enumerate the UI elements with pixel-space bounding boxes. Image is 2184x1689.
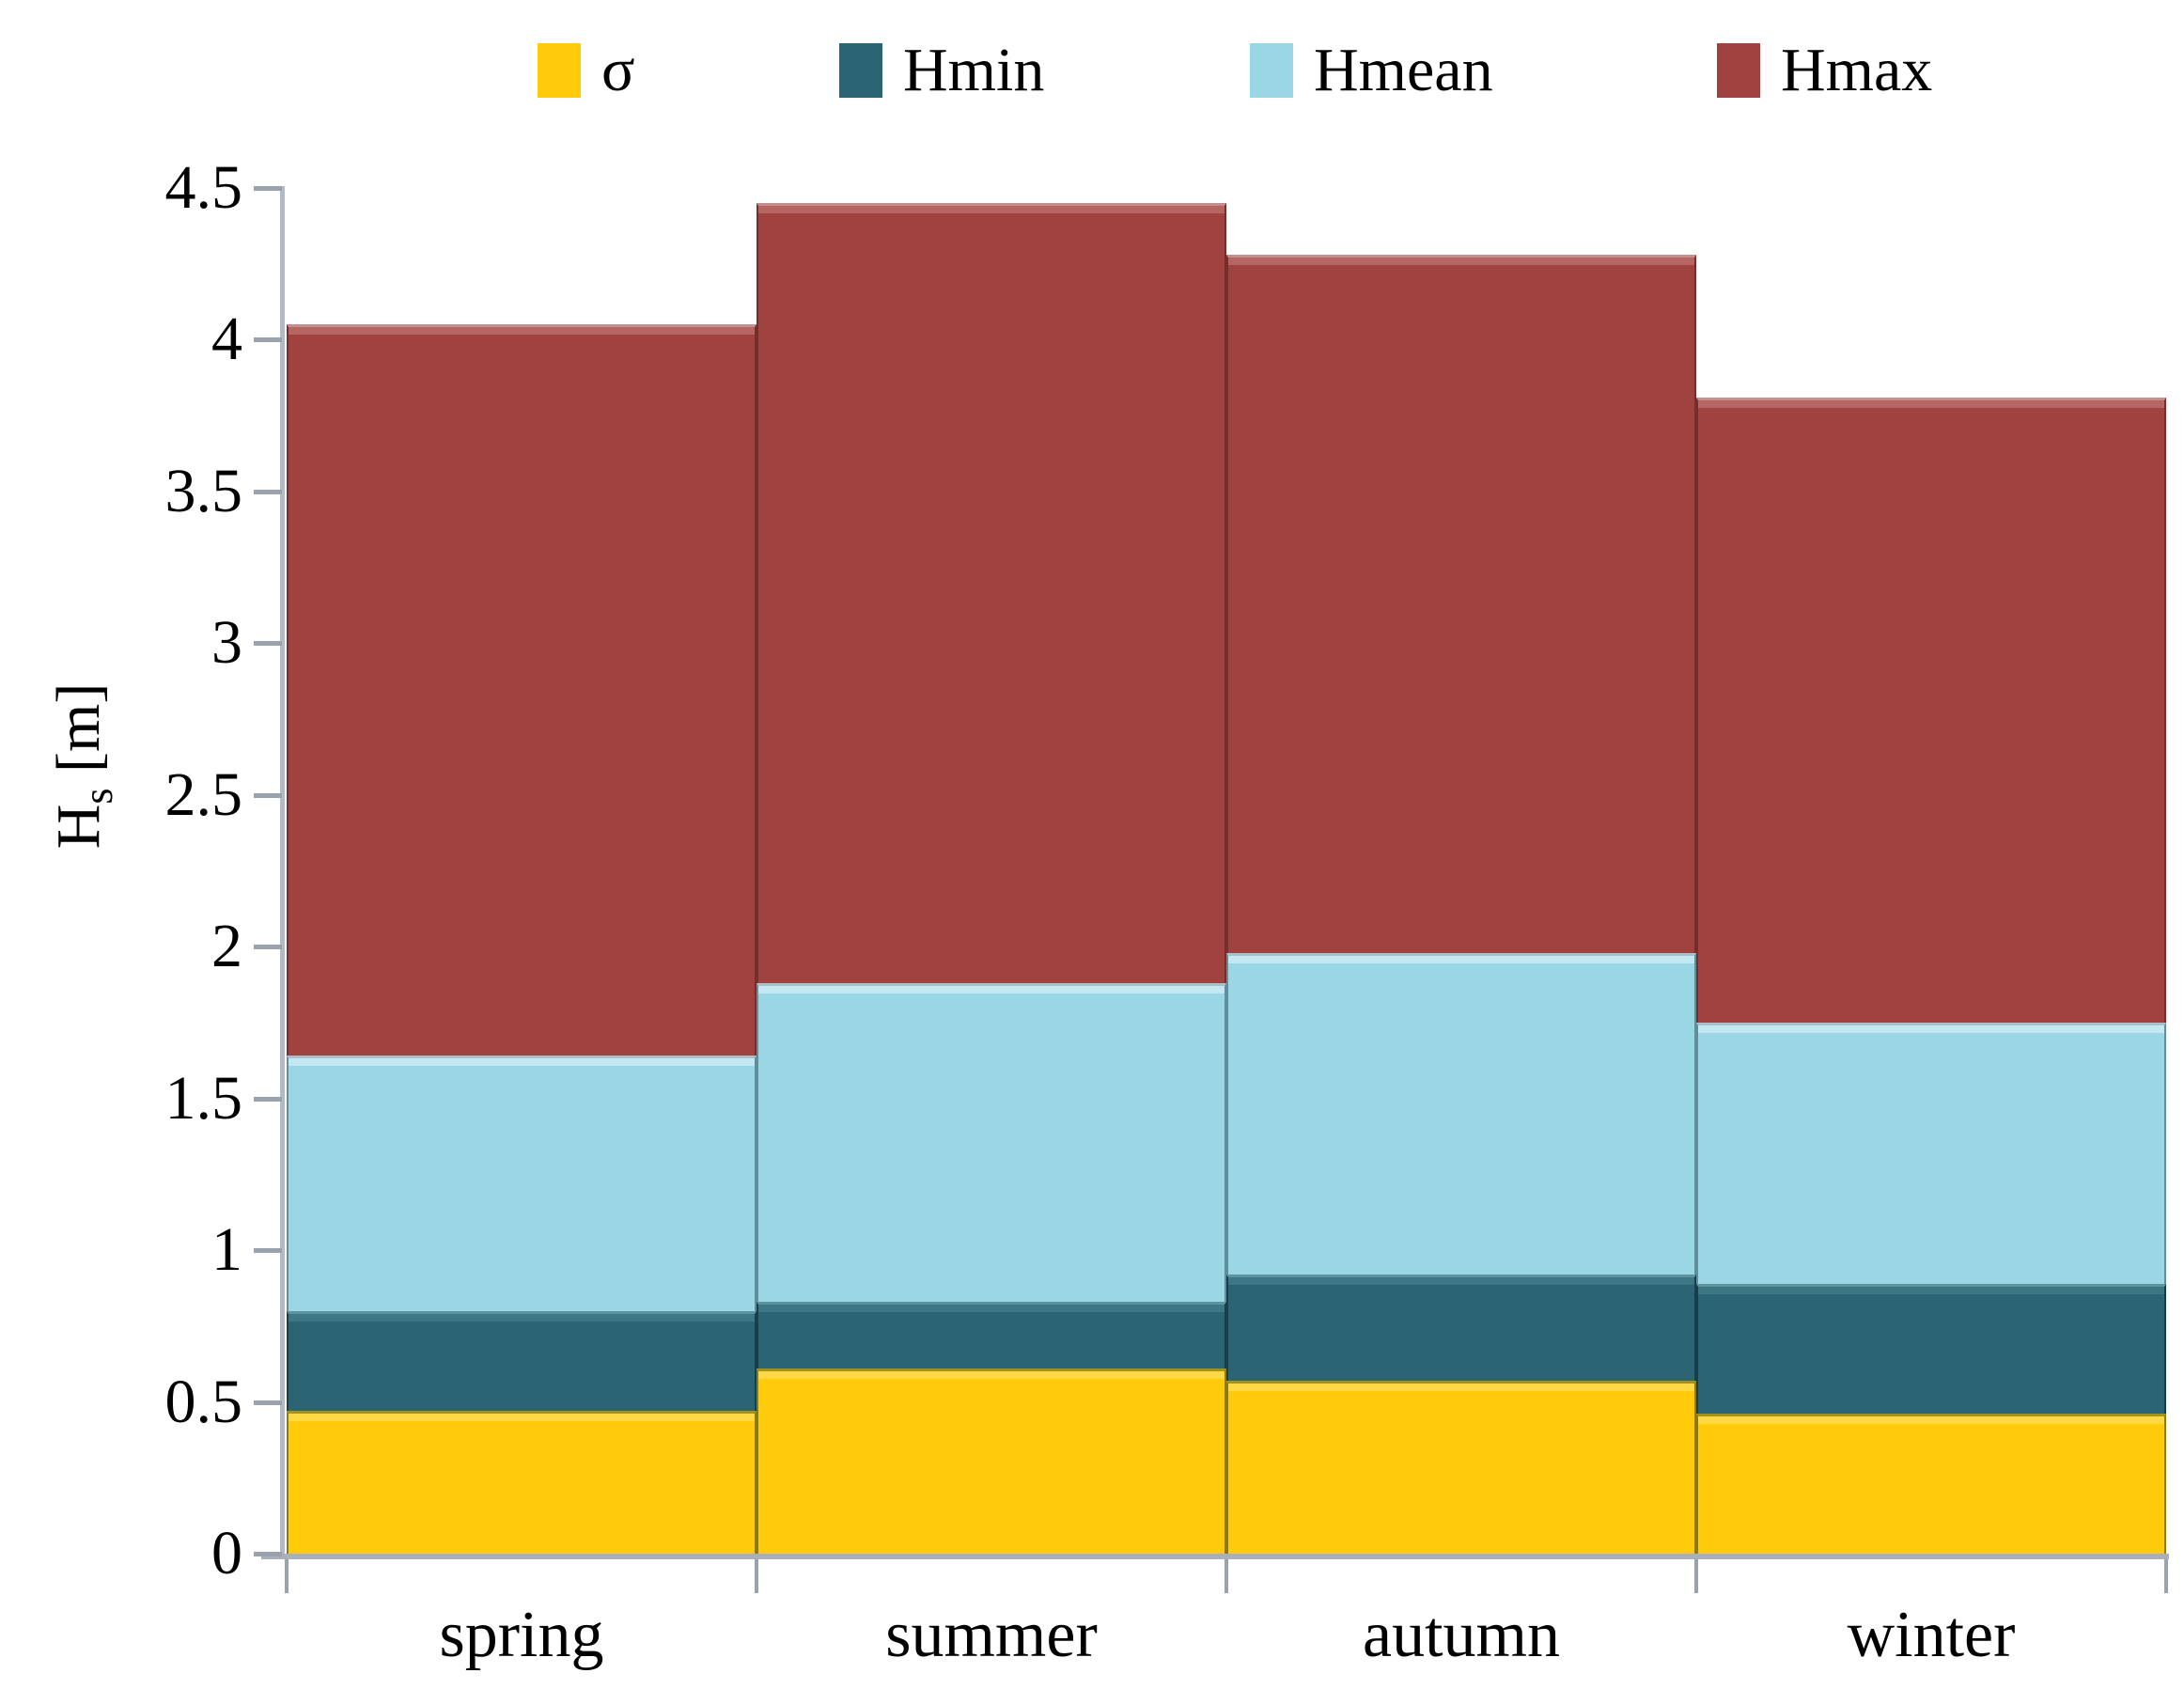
y-tick-1.5	[254, 1096, 282, 1102]
y-tick-4	[254, 337, 282, 343]
x-tick-0	[285, 1559, 289, 1593]
y-tick-label-0.5: 0.5	[164, 1367, 243, 1436]
y-tick-label-3: 3	[211, 608, 242, 678]
legend-label-hmax: Hmax	[1781, 36, 1933, 104]
bar-spring-σ	[287, 1411, 757, 1554]
x-tick-4	[2164, 1559, 2168, 1593]
y-tick-1	[254, 1248, 282, 1254]
legend-item-hmax: Hmax	[1717, 28, 1932, 113]
y-tick-label-2: 2	[211, 912, 242, 981]
legend-label-hmean: Hmean	[1314, 36, 1493, 104]
y-tick-0.5	[254, 1400, 282, 1405]
y-tick-label-1.5: 1.5	[164, 1063, 243, 1133]
legend-swatch-hmin-icon	[839, 43, 882, 98]
legend-label-sigma: σ	[601, 36, 635, 104]
x-label-spring: spring	[439, 1599, 604, 1671]
y-tick-0	[254, 1552, 282, 1556]
legend-item-hmean: Hmean	[1250, 28, 1493, 113]
x-label-summer: summer	[885, 1599, 1098, 1671]
y-tick-2.5	[254, 792, 282, 798]
bar-group-summer	[757, 188, 1226, 1554]
legend-item-sigma: σ	[538, 28, 635, 113]
y-tick-label-4.5: 4.5	[164, 153, 243, 222]
y-tick-label-3.5: 3.5	[164, 456, 243, 525]
y-tick-2	[254, 945, 282, 950]
y-tick-label-2.5: 2.5	[164, 759, 243, 829]
x-tick-3	[1694, 1559, 1698, 1593]
y-tick-4.5	[254, 186, 282, 191]
bar-group-spring	[287, 188, 757, 1554]
x-label-autumn: autumn	[1363, 1599, 1560, 1671]
x-tick-1	[755, 1559, 758, 1593]
legend-swatch-hmax-icon	[1717, 43, 1760, 98]
legend-label-hmin: Hmin	[903, 36, 1045, 104]
legend-swatch-hmean-icon	[1250, 43, 1293, 98]
bar-winter-σ	[1696, 1414, 2166, 1554]
legend-item-hmin: Hmin	[839, 28, 1044, 113]
y-tick-3	[254, 641, 282, 647]
plot-area	[287, 188, 2166, 1554]
x-axis-baseline	[261, 1554, 2169, 1559]
y-tick-label-1: 1	[211, 1215, 242, 1285]
legend: σ Hmin Hmean Hmax	[0, 28, 2184, 113]
y-tick-label-0: 0	[211, 1519, 242, 1587]
y-tick-label-4: 4	[211, 305, 242, 374]
bar-group-winter	[1696, 188, 2166, 1554]
x-tick-2	[1225, 1559, 1228, 1593]
legend-swatch-sigma-icon	[538, 43, 581, 98]
bar-group-autumn	[1226, 188, 1696, 1554]
bar-summer-σ	[757, 1368, 1226, 1554]
bar-autumn-σ	[1226, 1380, 1696, 1554]
y-tick-3.5	[254, 489, 282, 494]
x-label-winter: winter	[1847, 1599, 2016, 1671]
y-axis-line	[280, 186, 285, 1558]
